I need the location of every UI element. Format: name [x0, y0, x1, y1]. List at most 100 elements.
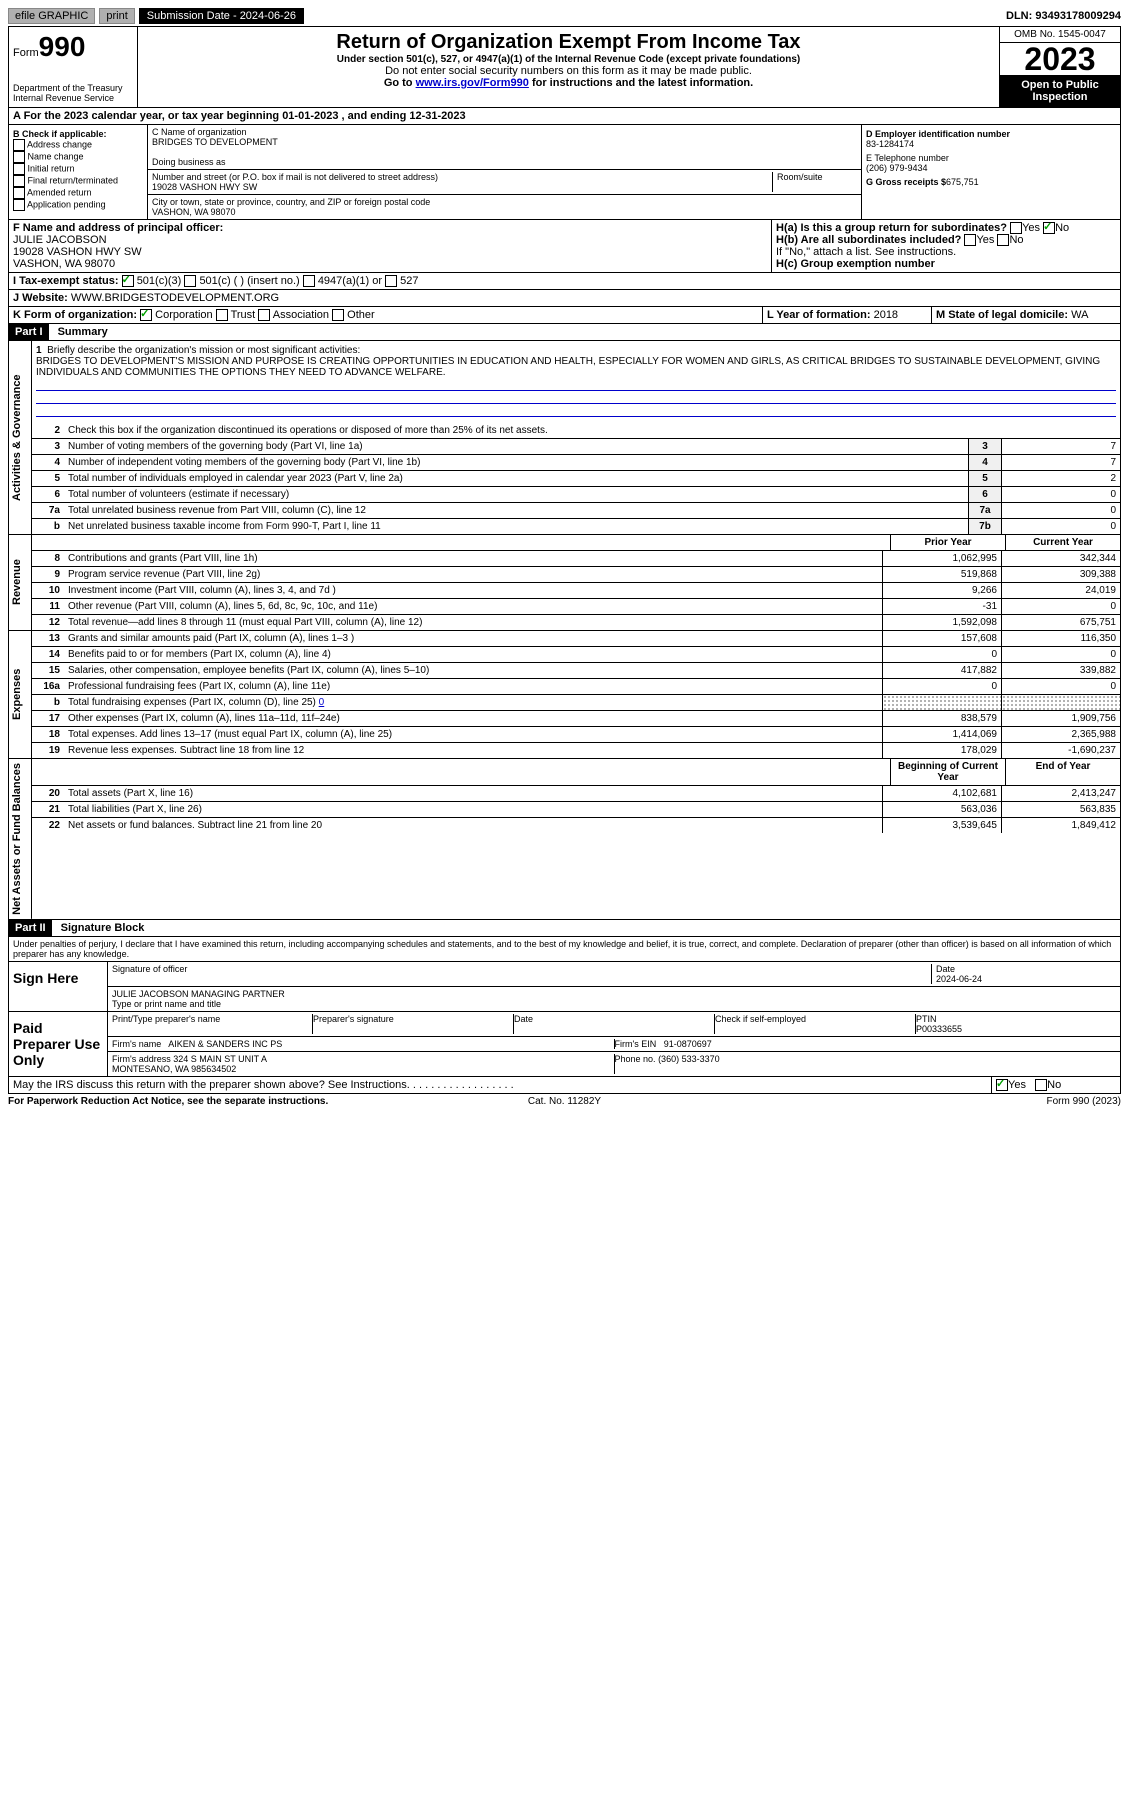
line22-current: 1,849,412 [1001, 818, 1120, 833]
fundraising-link[interactable]: 0 [319, 697, 325, 708]
initial-return-checkbox[interactable] [13, 163, 25, 175]
form-id-footer: Form 990 (2023) [750, 1096, 1121, 1107]
hb-no-checkbox[interactable] [997, 234, 1009, 246]
501c3-checkbox[interactable] [122, 275, 134, 287]
website-row: J Website: WWW.BRIDGESTODEVELOPMENT.ORG [8, 290, 1121, 307]
sign-here-block: Sign Here Signature of officer Date2024-… [8, 962, 1121, 1012]
paid-preparer-label: Paid Preparer Use Only [9, 1012, 108, 1076]
line7a-val: 0 [1001, 503, 1120, 518]
final-return-checkbox[interactable] [13, 175, 25, 187]
efile-button[interactable]: efile GRAPHIC [8, 8, 95, 24]
line16a-current: 0 [1001, 679, 1120, 694]
ein: 83-1284174 [866, 139, 914, 149]
discuss-row: May the IRS discuss this return with the… [8, 1077, 1121, 1094]
trust-checkbox[interactable] [216, 309, 228, 321]
perjury-statement: Under penalties of perjury, I declare th… [8, 937, 1121, 962]
tax-status-row: I Tax-exempt status: 501(c)(3) 501(c) ( … [8, 273, 1121, 290]
other-checkbox[interactable] [332, 309, 344, 321]
line11-current: 0 [1001, 599, 1120, 614]
name-change-checkbox[interactable] [13, 151, 25, 163]
paid-preparer-block: Paid Preparer Use Only Print/Type prepar… [8, 1012, 1121, 1077]
form-org-row: K Form of organization: Corporation Trus… [8, 307, 1121, 324]
activities-governance-section: Activities & Governance 1 Briefly descri… [8, 341, 1121, 535]
line18-current: 2,365,988 [1001, 727, 1120, 742]
line21-prior: 563,036 [882, 802, 1001, 817]
line15-prior: 417,882 [882, 663, 1001, 678]
part2-label: Part II [9, 920, 52, 936]
line12-prior: 1,592,098 [882, 615, 1001, 630]
org-info-block: B Check if applicable: Address change Na… [8, 125, 1121, 220]
assoc-checkbox[interactable] [258, 309, 270, 321]
form-subtitle-3: Go to www.irs.gov/Form990 for instructio… [142, 77, 995, 89]
line9-current: 309,388 [1001, 567, 1120, 582]
address-change-checkbox[interactable] [13, 139, 25, 151]
irs-link[interactable]: www.irs.gov/Form990 [416, 77, 529, 89]
org-name: BRIDGES TO DEVELOPMENT [152, 137, 857, 147]
line10-prior: 9,266 [882, 583, 1001, 598]
mission-text: BRIDGES TO DEVELOPMENT'S MISSION AND PUR… [36, 356, 1100, 378]
part1-label: Part I [9, 324, 49, 340]
cat-number: Cat. No. 11282Y [379, 1096, 750, 1107]
discuss-yes-checkbox[interactable] [996, 1079, 1008, 1091]
sig-date: 2024-06-24 [936, 974, 982, 984]
revenue-section: Revenue Prior YearCurrent Year 8Contribu… [8, 535, 1121, 631]
line9-prior: 519,868 [882, 567, 1001, 582]
line7b-val: 0 [1001, 519, 1120, 534]
line8-current: 342,344 [1001, 551, 1120, 566]
line6-val: 0 [1001, 487, 1120, 502]
part1-header-row: Part I Summary [8, 324, 1121, 341]
discuss-no-checkbox[interactable] [1035, 1079, 1047, 1091]
line16a-prior: 0 [882, 679, 1001, 694]
line14-prior: 0 [882, 647, 1001, 662]
line12-current: 675,751 [1001, 615, 1120, 630]
line20-prior: 4,102,681 [882, 786, 1001, 801]
part2-title: Signature Block [55, 920, 151, 936]
application-pending-checkbox[interactable] [13, 199, 25, 211]
paperwork-notice: For Paperwork Reduction Act Notice, see … [8, 1096, 379, 1107]
ag-vlabel: Activities & Governance [9, 341, 32, 534]
form-title: Return of Organization Exempt From Incom… [142, 31, 995, 54]
exp-vlabel: Expenses [9, 631, 32, 758]
part1-title: Summary [52, 324, 114, 340]
year-formation: 2018 [874, 309, 898, 321]
line19-prior: 178,029 [882, 743, 1001, 758]
officer-address: 19028 VASHON HWY SW VASHON, WA 98070 [13, 246, 142, 270]
line17-prior: 838,579 [882, 711, 1001, 726]
org-name-address: C Name of organization BRIDGES TO DEVELO… [148, 125, 862, 219]
amended-return-checkbox[interactable] [13, 187, 25, 199]
form-subtitle-1: Under section 501(c), 527, or 4947(a)(1)… [142, 54, 995, 65]
print-button[interactable]: print [99, 8, 134, 24]
firm-phone: (360) 533-3370 [658, 1054, 720, 1064]
527-checkbox[interactable] [385, 275, 397, 287]
org-city: VASHON, WA 98070 [152, 207, 857, 217]
org-street: 19028 VASHON HWY SW [152, 182, 772, 192]
corp-checkbox[interactable] [140, 309, 152, 321]
tax-year: 2023 [1000, 43, 1120, 75]
dln: DLN: 93493178009294 [1006, 10, 1121, 22]
line13-current: 116,350 [1001, 631, 1120, 646]
4947-checkbox[interactable] [303, 275, 315, 287]
501c-checkbox[interactable] [184, 275, 196, 287]
ha-no-checkbox[interactable] [1043, 222, 1055, 234]
open-public: Open to Public Inspection [1000, 75, 1120, 107]
line13-prior: 157,608 [882, 631, 1001, 646]
website: WWW.BRIDGESTODEVELOPMENT.ORG [71, 292, 279, 304]
net-assets-section: Net Assets or Fund Balances Beginning of… [8, 759, 1121, 920]
ha-yes-checkbox[interactable] [1010, 222, 1022, 234]
rev-vlabel: Revenue [9, 535, 32, 630]
line22-prior: 3,539,645 [882, 818, 1001, 833]
gross-receipts: 675,751 [946, 177, 979, 187]
ptin: P00333655 [916, 1024, 962, 1034]
form-header: Form990 Department of the Treasury Inter… [8, 26, 1121, 108]
line15-current: 339,882 [1001, 663, 1120, 678]
submission-date: Submission Date - 2024-06-26 [139, 8, 304, 24]
form-subtitle-2: Do not enter social security numbers on … [142, 65, 995, 77]
firm-name: AIKEN & SANDERS INC PS [168, 1039, 282, 1049]
line20-current: 2,413,247 [1001, 786, 1120, 801]
hb-yes-checkbox[interactable] [964, 234, 976, 246]
line14-current: 0 [1001, 647, 1120, 662]
line3-val: 7 [1001, 439, 1120, 454]
expenses-section: Expenses 13Grants and similar amounts pa… [8, 631, 1121, 759]
line21-current: 563,835 [1001, 802, 1120, 817]
line4-val: 7 [1001, 455, 1120, 470]
